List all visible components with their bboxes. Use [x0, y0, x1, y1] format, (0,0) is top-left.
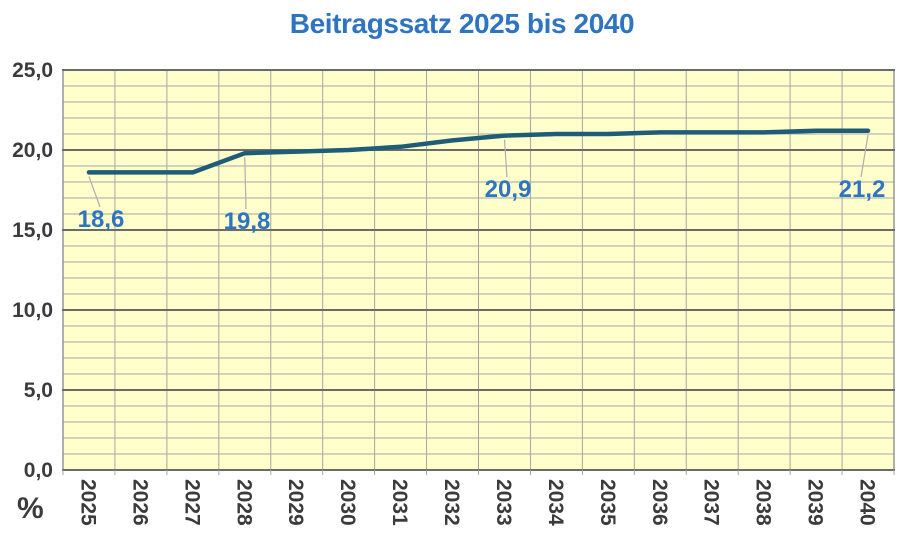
- leader-line: [860, 134, 869, 178]
- x-axis-tick-label: 2039: [804, 479, 827, 526]
- x-axis-tick-label: 2029: [284, 479, 307, 526]
- leader-line: [244, 157, 247, 210]
- x-axis-tick-label: 2038: [752, 479, 775, 526]
- x-axis-tick-label: 2032: [440, 479, 463, 526]
- data-point-label: 18,6: [78, 206, 125, 233]
- data-point-label: 19,8: [224, 208, 271, 235]
- y-axis-tick-label: 0,0: [24, 459, 53, 482]
- y-axis-tick-label: 15,0: [12, 219, 53, 242]
- x-axis-tick-label: 2034: [544, 479, 567, 526]
- data-line: [86, 128, 871, 175]
- x-axis-tick-label: 2033: [492, 479, 515, 526]
- data-point-label: 21,2: [839, 176, 886, 203]
- y-axis-tick-label: 10,0: [12, 299, 53, 322]
- chart-title: Beitragssatz 2025 bis 2040: [289, 8, 635, 39]
- data-point-label: 20,9: [485, 176, 532, 203]
- x-axis-tick-label: 2025: [76, 479, 99, 526]
- y-axis-unit-label: %: [17, 492, 44, 525]
- leader-line: [503, 139, 508, 178]
- leader-line: [88, 176, 101, 208]
- x-axis-tick-label: 2027: [180, 479, 203, 526]
- x-axis-tick-label: 2030: [336, 479, 359, 526]
- x-axis-tick-label: 2026: [128, 479, 151, 526]
- x-axis-tick-label: 2037: [700, 479, 723, 526]
- x-axis-tick-label: 2035: [596, 479, 619, 526]
- x-axis-tick-label: 2036: [648, 479, 671, 526]
- y-axis-tick-label: 5,0: [24, 379, 53, 402]
- x-axis-tick-label: 2028: [232, 479, 255, 526]
- y-axis-tick-label: 20,0: [12, 139, 53, 162]
- x-axis-tick-label: 2031: [388, 479, 411, 526]
- x-axis-tick-label: 2040: [856, 479, 879, 526]
- y-axis-tick-label: 25,0: [12, 59, 53, 82]
